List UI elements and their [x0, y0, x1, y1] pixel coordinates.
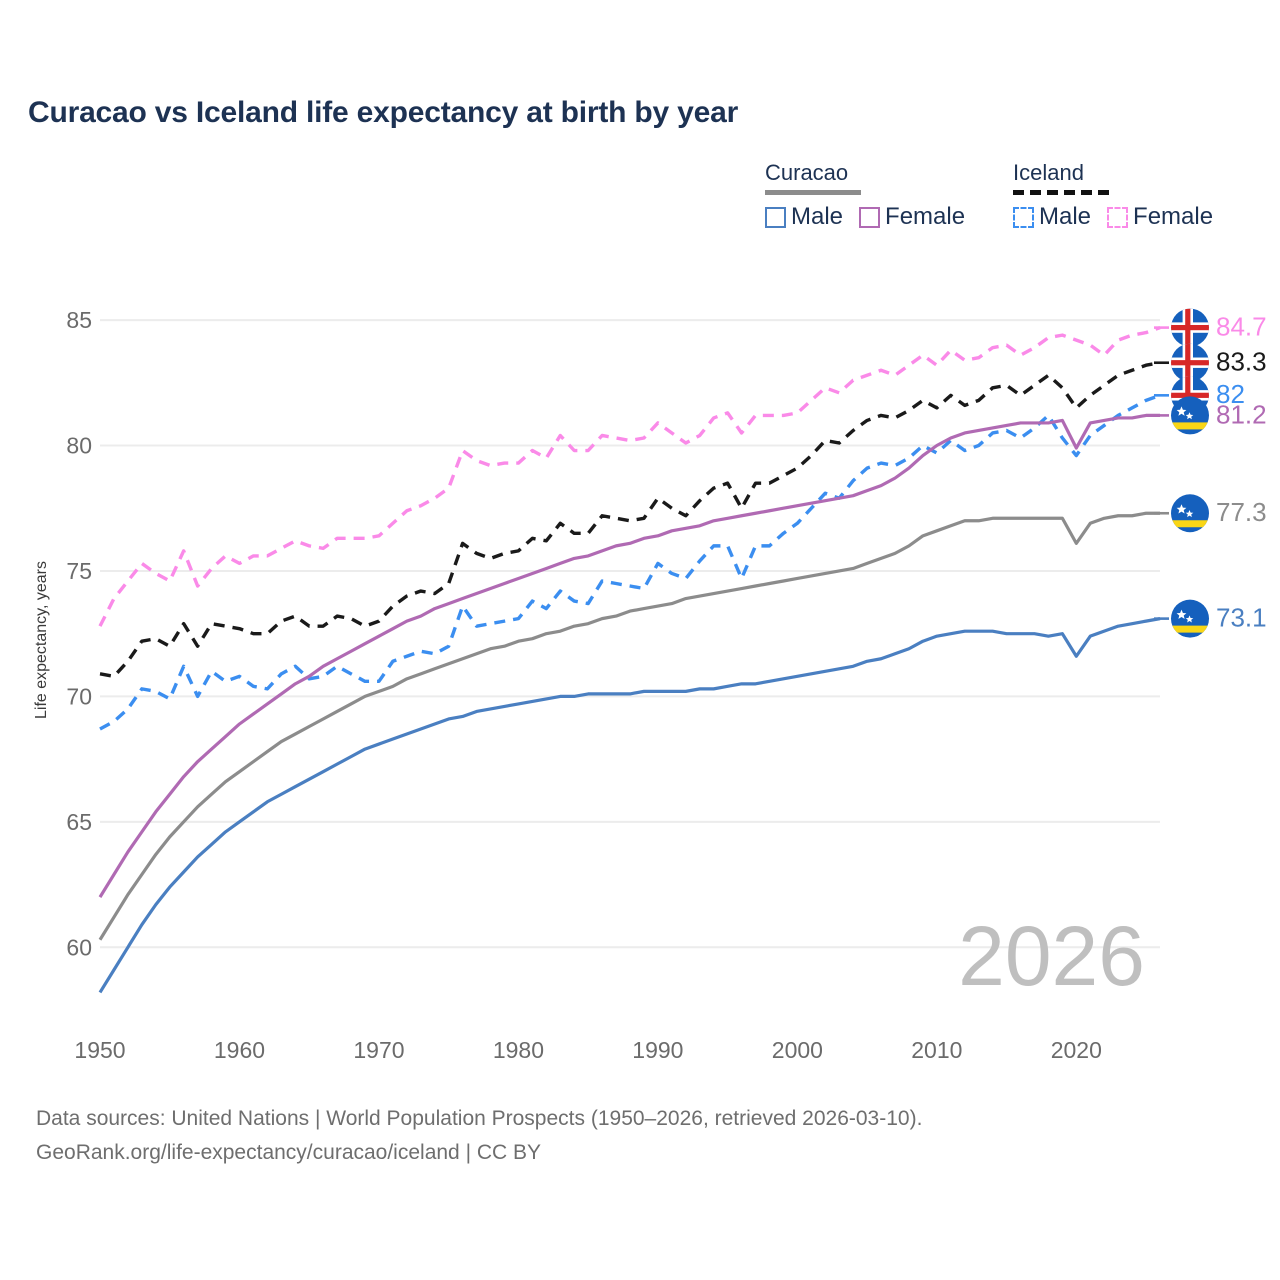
- end-label-value: 81.2: [1216, 399, 1267, 429]
- legend-item-iceland-female[interactable]: Female: [1107, 203, 1213, 231]
- x-tick-label: 2020: [1051, 1037, 1102, 1063]
- footer-attribution: GeoRank.org/life-expectancy/curacao/icel…: [36, 1141, 542, 1165]
- y-axis-title: Life expectancy, years: [33, 561, 50, 719]
- y-tick-label: 70: [66, 683, 92, 709]
- series-line: [98, 511, 1160, 941]
- legend-group-iceland: Iceland Male Female: [1013, 160, 1213, 231]
- year-watermark: 2026: [958, 909, 1145, 1003]
- legend-label-curacao-female: Female: [885, 203, 966, 230]
- legend-country-iceland: Iceland: [1013, 160, 1084, 185]
- end-label-value: 73.1: [1216, 602, 1267, 632]
- end-label-iceland: 84.7: [1154, 308, 1267, 347]
- end-label-curacao: 77.3: [1154, 494, 1267, 533]
- end-label-iceland: 83.3: [1154, 343, 1267, 382]
- x-tick-label: 1970: [353, 1037, 404, 1063]
- year-watermark-text: 2026: [958, 909, 1145, 1003]
- end-label-value: 84.7: [1216, 311, 1267, 341]
- legend-label-iceland-female: Female: [1133, 203, 1214, 230]
- end-label-value: 82: [1216, 379, 1245, 409]
- y-tick-label: 85: [66, 307, 92, 333]
- x-tick-label: 1950: [74, 1037, 125, 1063]
- y-tick-label: 65: [66, 809, 92, 835]
- y-tick-label: 80: [66, 433, 92, 459]
- end-label-value: 77.3: [1216, 497, 1267, 527]
- legend-swatch-curacao-female: [859, 206, 881, 228]
- legend-rule-curacao: [765, 190, 861, 195]
- chart-footer: Data sources: United Nations | World Pop…: [36, 1102, 922, 1170]
- gridlines: [100, 319, 1160, 949]
- legend-country-curacao: Curacao: [765, 160, 849, 185]
- y-axis-ticks: 60 65 70 75 80 85: [66, 307, 92, 960]
- legend-item-curacao-female[interactable]: Female: [859, 203, 965, 231]
- series-line: [98, 326, 1161, 627]
- y-tick-label: 60: [66, 934, 92, 960]
- chart-legend: Curacao Male Female Iceland Male: [760, 160, 1260, 240]
- y-tick-label: 75: [66, 558, 92, 584]
- x-tick-label: 1980: [493, 1037, 544, 1063]
- legend-swatch-iceland-female: [1107, 206, 1129, 228]
- series-line: [99, 361, 1161, 679]
- end-label-curacao: 73.1: [1154, 599, 1267, 638]
- legend-item-iceland-male[interactable]: Male: [1013, 203, 1091, 231]
- footer-data-sources: Data sources: United Nations | World Pop…: [36, 1107, 923, 1130]
- legend-rule-iceland: [1013, 190, 1109, 195]
- legend-label-curacao-male: Male: [791, 203, 844, 230]
- series-line: [99, 393, 1161, 731]
- x-tick-label: 2000: [772, 1037, 823, 1063]
- series-lines: [98, 326, 1161, 994]
- legend-group-curacao: Curacao Male Female: [765, 160, 965, 231]
- legend-label-iceland-male: Male: [1039, 203, 1092, 230]
- y-axis-label: Life expectancy, years: [33, 561, 50, 719]
- x-tick-label: 2010: [911, 1037, 962, 1063]
- x-tick-label: 1990: [632, 1037, 683, 1063]
- legend-swatch-iceland-male: [1013, 206, 1034, 228]
- series-line: [98, 617, 1161, 994]
- x-axis-ticks: 1950 1960 1970 1980 1990 2000 2010 2020: [74, 1037, 1101, 1063]
- page-title: Curacao vs Iceland life expectancy at bi…: [28, 96, 739, 129]
- x-tick-label: 1960: [214, 1037, 265, 1063]
- legend-swatch-curacao-male: [765, 206, 786, 228]
- end-label-curacao: 81.2: [1154, 396, 1267, 435]
- legend-item-curacao-male[interactable]: Male: [765, 203, 843, 231]
- end-label-value: 83.3: [1216, 347, 1267, 377]
- series-line: [98, 413, 1160, 898]
